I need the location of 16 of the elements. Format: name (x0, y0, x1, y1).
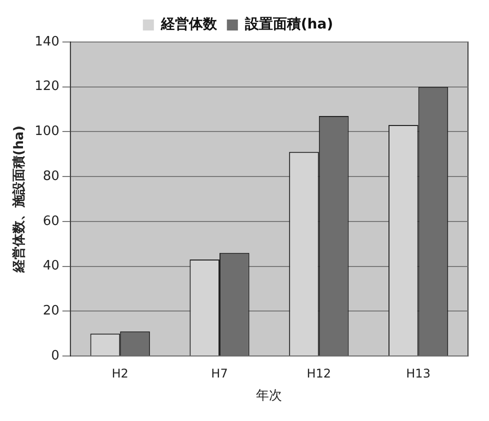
y-tick-label: 140 (34, 34, 60, 50)
y-tick-label: 20 (42, 304, 60, 319)
y-tick-label: 60 (42, 214, 60, 229)
y-tick-label: 100 (34, 124, 60, 140)
y-tick-label: 40 (42, 258, 60, 274)
x-tick-label: H13 (406, 366, 430, 380)
x-axis-title: 年次 (256, 388, 282, 404)
y-tick-label: 80 (42, 168, 60, 184)
y-tick-label: 0 (51, 348, 60, 364)
legend-label: 設置面積(ha) (244, 16, 334, 33)
x-tick-label: H12 (306, 366, 332, 380)
x-tick-label: H2 (112, 366, 128, 380)
x-tick-label: H7 (211, 366, 228, 380)
y-tick-label: 120 (34, 79, 60, 94)
y-axis-title: 経営体数、施設面積(ha) (11, 126, 28, 274)
legend-label: 経営体数 (160, 16, 218, 33)
